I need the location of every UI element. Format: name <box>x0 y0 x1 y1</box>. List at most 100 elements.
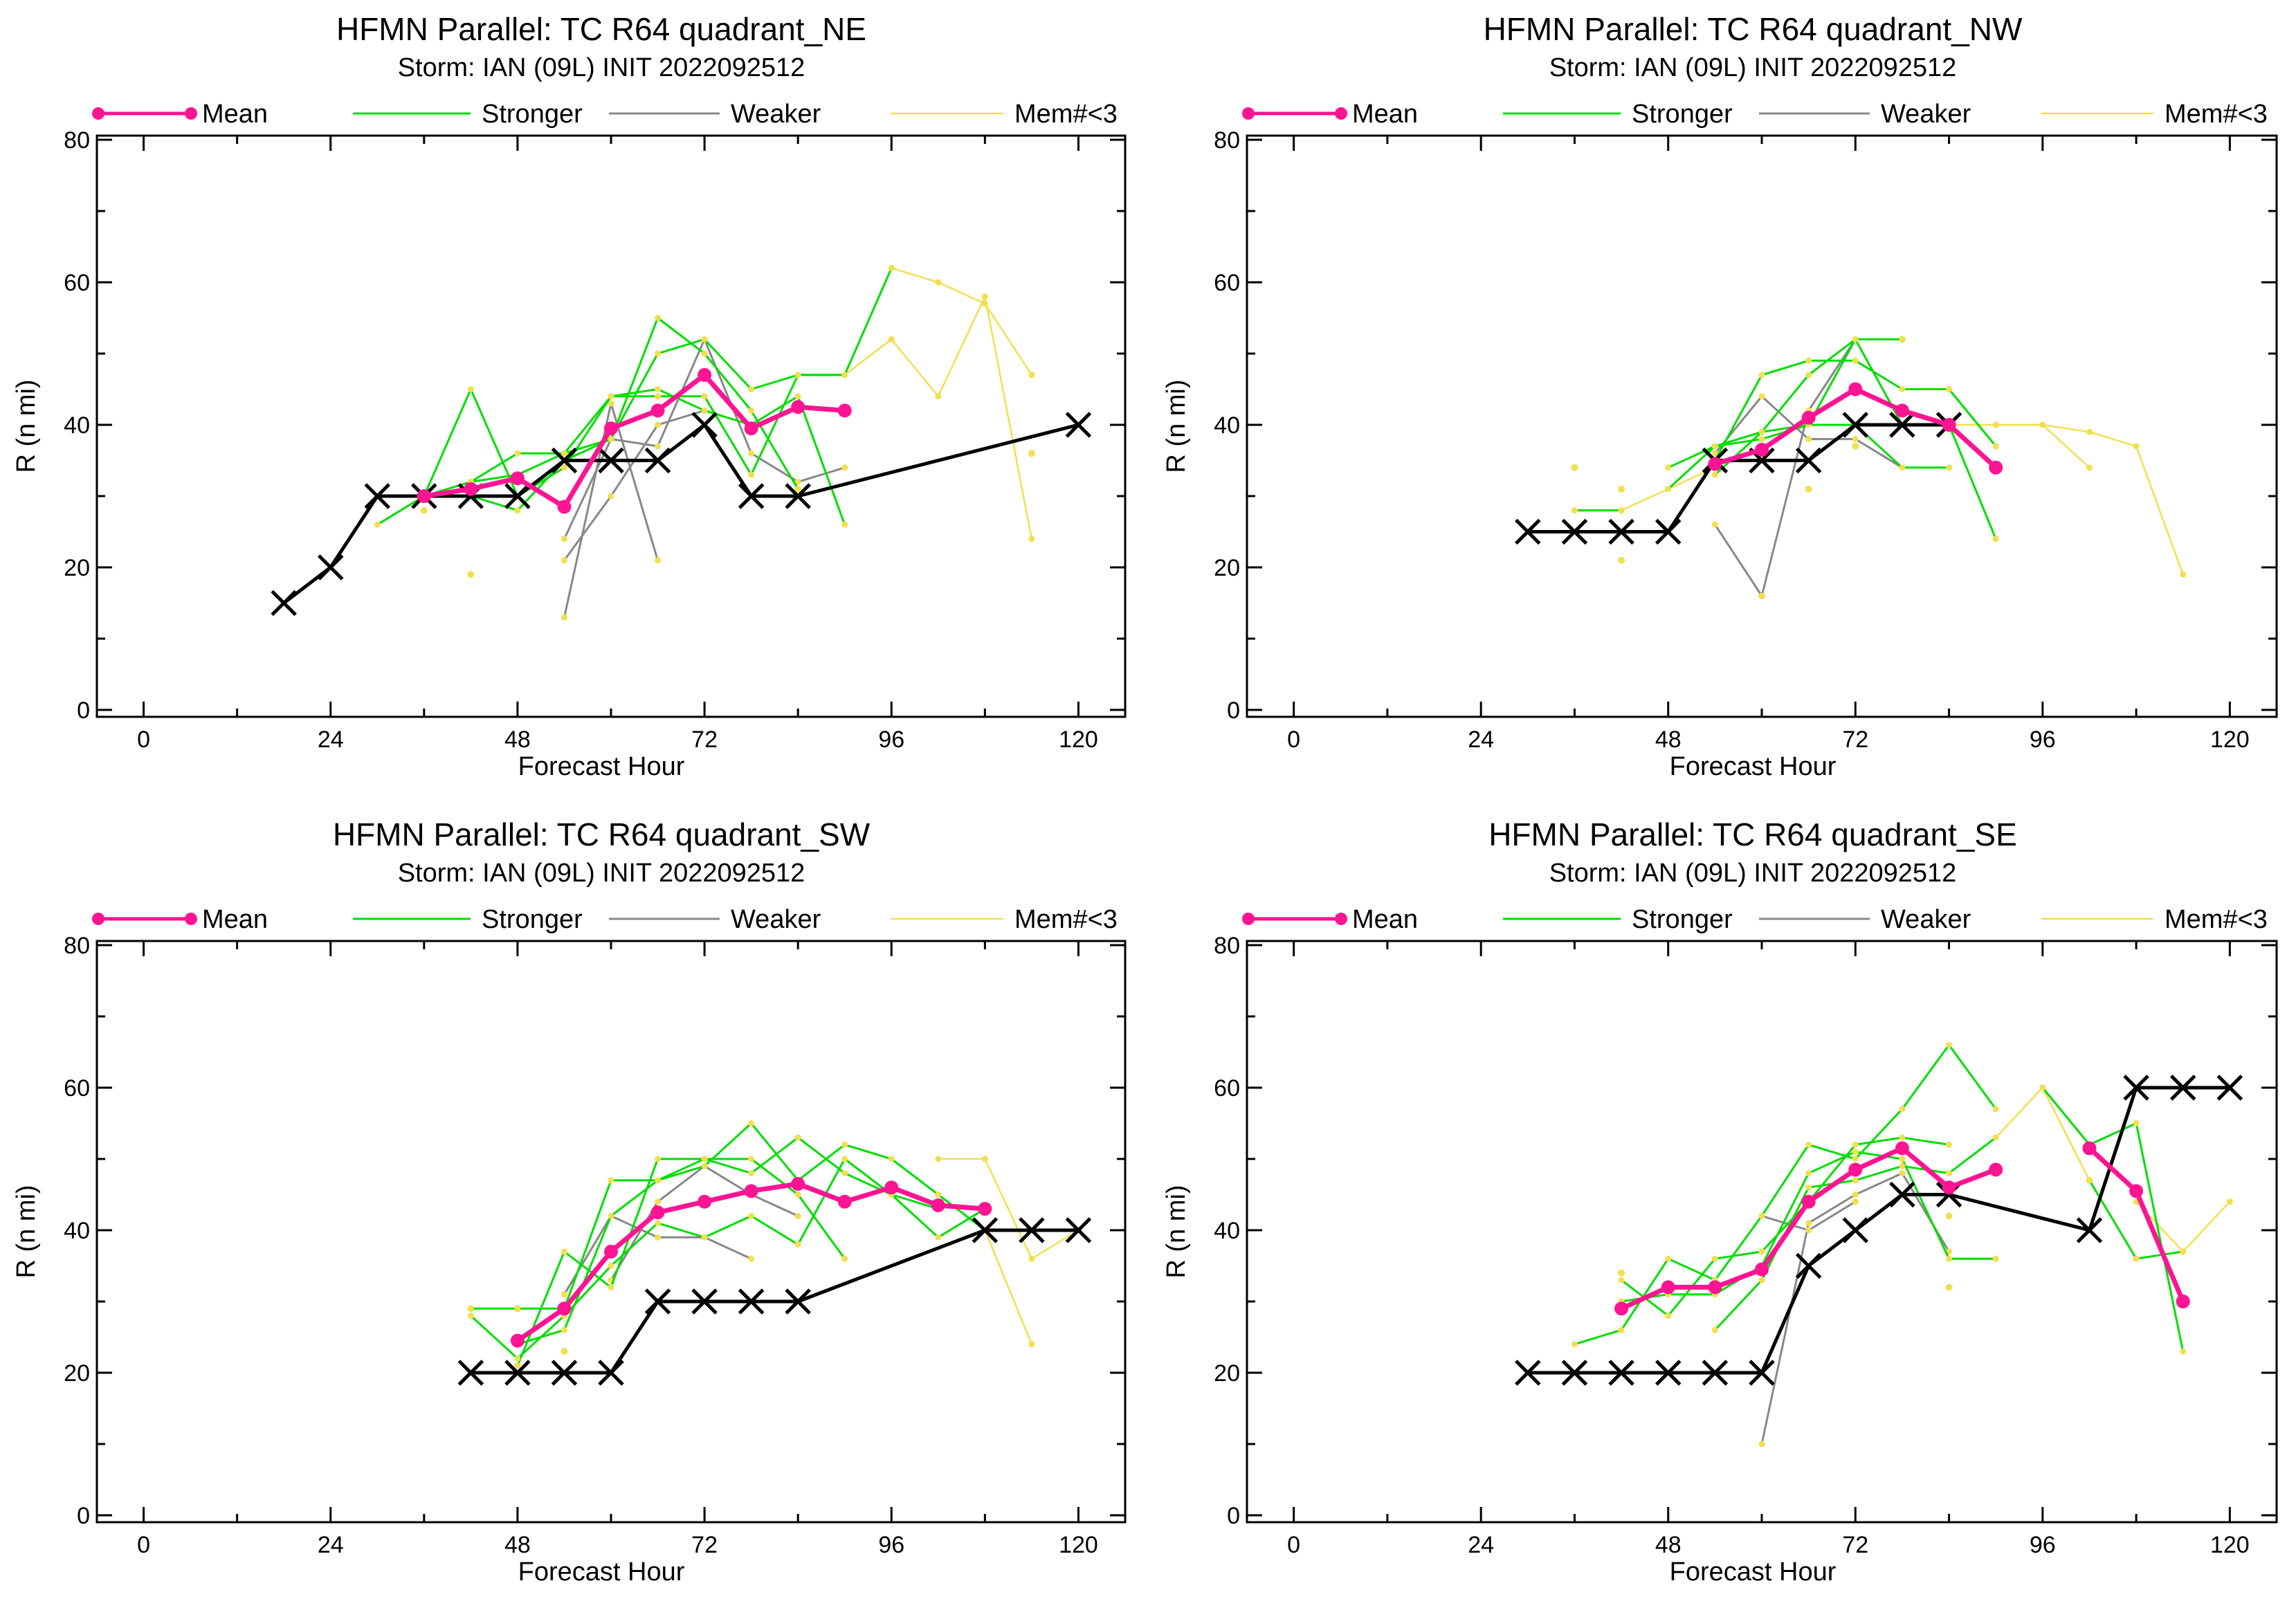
data-point <box>1805 1141 1812 1148</box>
x-stroke <box>691 412 718 438</box>
data-point <box>748 1155 755 1162</box>
mean-point <box>650 1205 665 1220</box>
data-point <box>1618 1326 1625 1333</box>
data-point <box>1899 1106 1906 1113</box>
best-track-marker <box>738 1288 765 1315</box>
data-point <box>1711 1326 1718 1333</box>
x-tick-label: 120 <box>2210 1532 2250 1558</box>
data-point <box>1028 450 1035 457</box>
data-point <box>1805 436 1812 443</box>
data-point <box>1758 1248 1765 1255</box>
data-point <box>2180 1248 2187 1255</box>
y-axis-label: R (n mi) <box>1162 1185 1191 1278</box>
data-point <box>1028 372 1035 378</box>
x-stroke <box>785 483 811 509</box>
chart-panel-4: HFMN Parallel: TC R64 quadrant_SE Storm: … <box>1162 816 2278 1587</box>
x-axis-label: Forecast Hour <box>1670 752 1837 781</box>
data-point <box>794 486 801 493</box>
series-best-track-13 <box>1515 1075 2243 1386</box>
data-point <box>794 478 801 485</box>
chart-title: HFMN Parallel: TC R64 quadrant_SE <box>1488 816 2017 852</box>
series-stronger-2 <box>514 1134 942 1369</box>
data-point <box>1711 471 1718 478</box>
mean-point <box>510 1333 525 1348</box>
data-point <box>1758 1212 1765 1219</box>
mean-point <box>744 421 758 436</box>
data-point <box>1992 1134 1999 1141</box>
data-point <box>1665 1313 1672 1319</box>
x-stroke <box>972 1217 999 1243</box>
data-point <box>2086 464 2093 471</box>
mean-point <box>510 471 525 486</box>
data-point <box>701 393 708 400</box>
best-track-marker <box>2076 1217 2103 1243</box>
mean-point <box>1801 410 1816 425</box>
best-track-marker <box>1655 1360 1682 1386</box>
best-track-marker <box>1749 1360 1775 1386</box>
mean-point <box>791 400 805 414</box>
x-stroke <box>551 1360 578 1386</box>
series-mean-0 <box>510 1177 992 1348</box>
data-point <box>1711 521 1718 528</box>
x-tick-label: 24 <box>318 1532 344 1558</box>
legend-marker <box>92 913 104 925</box>
data-point <box>1992 536 1999 542</box>
x-stroke <box>504 483 531 509</box>
data-point <box>701 1234 708 1241</box>
data-point <box>561 1248 567 1255</box>
x-tick-label: 0 <box>137 727 150 753</box>
series-mem-3-11 <box>2133 1198 2233 1255</box>
best-track-marker <box>2123 1075 2149 1101</box>
x-stroke <box>644 447 671 474</box>
mean-point <box>698 367 712 382</box>
data-point <box>2133 443 2140 450</box>
mean-point <box>1755 1262 1769 1277</box>
data-point <box>1758 436 1765 443</box>
series-stronger-4 <box>467 386 848 528</box>
mean-point <box>744 1184 758 1198</box>
mean-point <box>1942 418 1956 432</box>
legend-label: Stronger <box>1632 905 1733 934</box>
x-tick-label: 96 <box>2030 1532 2056 1558</box>
best-track-marker <box>598 1360 624 1386</box>
data-point <box>748 1170 755 1177</box>
data-point <box>1665 464 1672 471</box>
series-best-track-12 <box>271 412 1092 616</box>
chart-title: HFMN Parallel: TC R64 quadrant_NW <box>1484 11 2023 47</box>
chart-panel-2: HFMN Parallel: TC R64 quadrant_NW Storm: … <box>1162 11 2278 781</box>
data-point <box>1805 1184 1812 1191</box>
data-point <box>655 393 662 400</box>
legend-marker <box>185 107 197 120</box>
best-track-marker <box>2169 1075 2196 1101</box>
y-axis-label: R (n mi) <box>12 1185 41 1278</box>
data-point <box>1571 464 1578 471</box>
data-point <box>1852 442 1859 450</box>
legend-marker <box>92 107 104 120</box>
data-point <box>935 1234 942 1241</box>
best-track-marker <box>1065 412 1092 438</box>
data-point <box>1852 1149 1859 1155</box>
data-point <box>794 1134 801 1141</box>
best-track-marker <box>1655 518 1682 545</box>
series-stronger-5 <box>1711 1134 1999 1333</box>
best-track-marker <box>691 412 718 438</box>
data-point <box>1805 485 1812 493</box>
data-point <box>1992 421 1999 428</box>
legend-label: Stronger <box>482 905 583 934</box>
data-point <box>1899 1155 1906 1162</box>
y-tick-label: 0 <box>1227 1503 1240 1529</box>
best-track-line <box>282 423 1079 605</box>
data-point <box>888 1155 895 1162</box>
data-point <box>841 1255 848 1262</box>
series-line <box>471 1122 986 1310</box>
x-tick-label: 96 <box>2030 727 2056 753</box>
x-tick-label: 24 <box>318 727 344 753</box>
x-stroke <box>1065 1217 1092 1243</box>
x-stroke <box>1749 447 1775 474</box>
mean-point <box>2082 1141 2097 1155</box>
mean-point <box>604 1244 618 1259</box>
mean-point <box>1708 1280 1722 1295</box>
y-tick-label: 40 <box>1214 1218 1240 1244</box>
series-mean-0 <box>417 367 852 514</box>
data-point <box>1852 1198 1859 1205</box>
